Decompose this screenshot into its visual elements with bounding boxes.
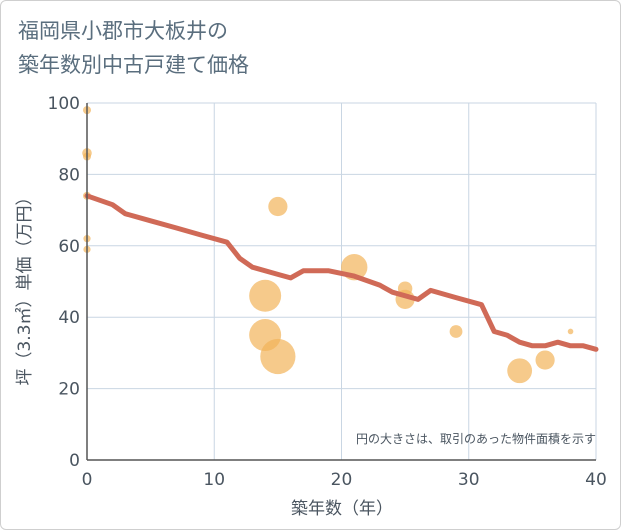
bubble-6 xyxy=(268,196,288,217)
size-note: 円の大きさは、取引のあった物件面積を示す xyxy=(356,431,596,446)
grid-lines xyxy=(87,102,597,460)
x-tick-label-0: 0 xyxy=(82,470,93,490)
trend-line xyxy=(84,193,599,352)
y-axis-title: 坪（3.3㎡）単価（万円） xyxy=(15,188,35,385)
y-tick-label-60: 60 xyxy=(58,237,80,257)
bubble-7 xyxy=(249,279,282,312)
chart-title-line1: 福岡県小郡市大板井の xyxy=(18,19,228,43)
bubble-13 xyxy=(449,325,463,338)
y-tick-label-100: 100 xyxy=(48,94,80,114)
chart-title-line2: 築年数別中古戸建て価格 xyxy=(18,53,249,77)
bubbles xyxy=(82,106,574,384)
y-tick-label-0: 0 xyxy=(69,451,80,471)
bubble-15 xyxy=(535,350,555,370)
axes xyxy=(86,103,596,461)
tick-labels: 0 10 20 30 40 0 20 40 60 80 100 xyxy=(48,94,607,490)
bubble-16 xyxy=(567,328,574,335)
y-tick-label-80: 80 xyxy=(58,165,80,185)
y-tick-label-40: 40 xyxy=(58,308,80,328)
x-tick-label-10: 10 xyxy=(203,470,225,490)
x-tick-label-40: 40 xyxy=(585,470,607,490)
x-axis-title: 築年数（年） xyxy=(291,499,393,519)
chart-title: 福岡県小郡市大板井の 築年数別中古戸建て価格 xyxy=(18,14,578,82)
trend-line-group xyxy=(84,193,599,352)
bubble-9 xyxy=(260,338,296,375)
x-tick-label-20: 20 xyxy=(331,470,353,490)
y-tick-label-20: 20 xyxy=(58,380,80,400)
x-tick-label-30: 30 xyxy=(458,470,480,490)
bubble-14 xyxy=(507,358,533,384)
